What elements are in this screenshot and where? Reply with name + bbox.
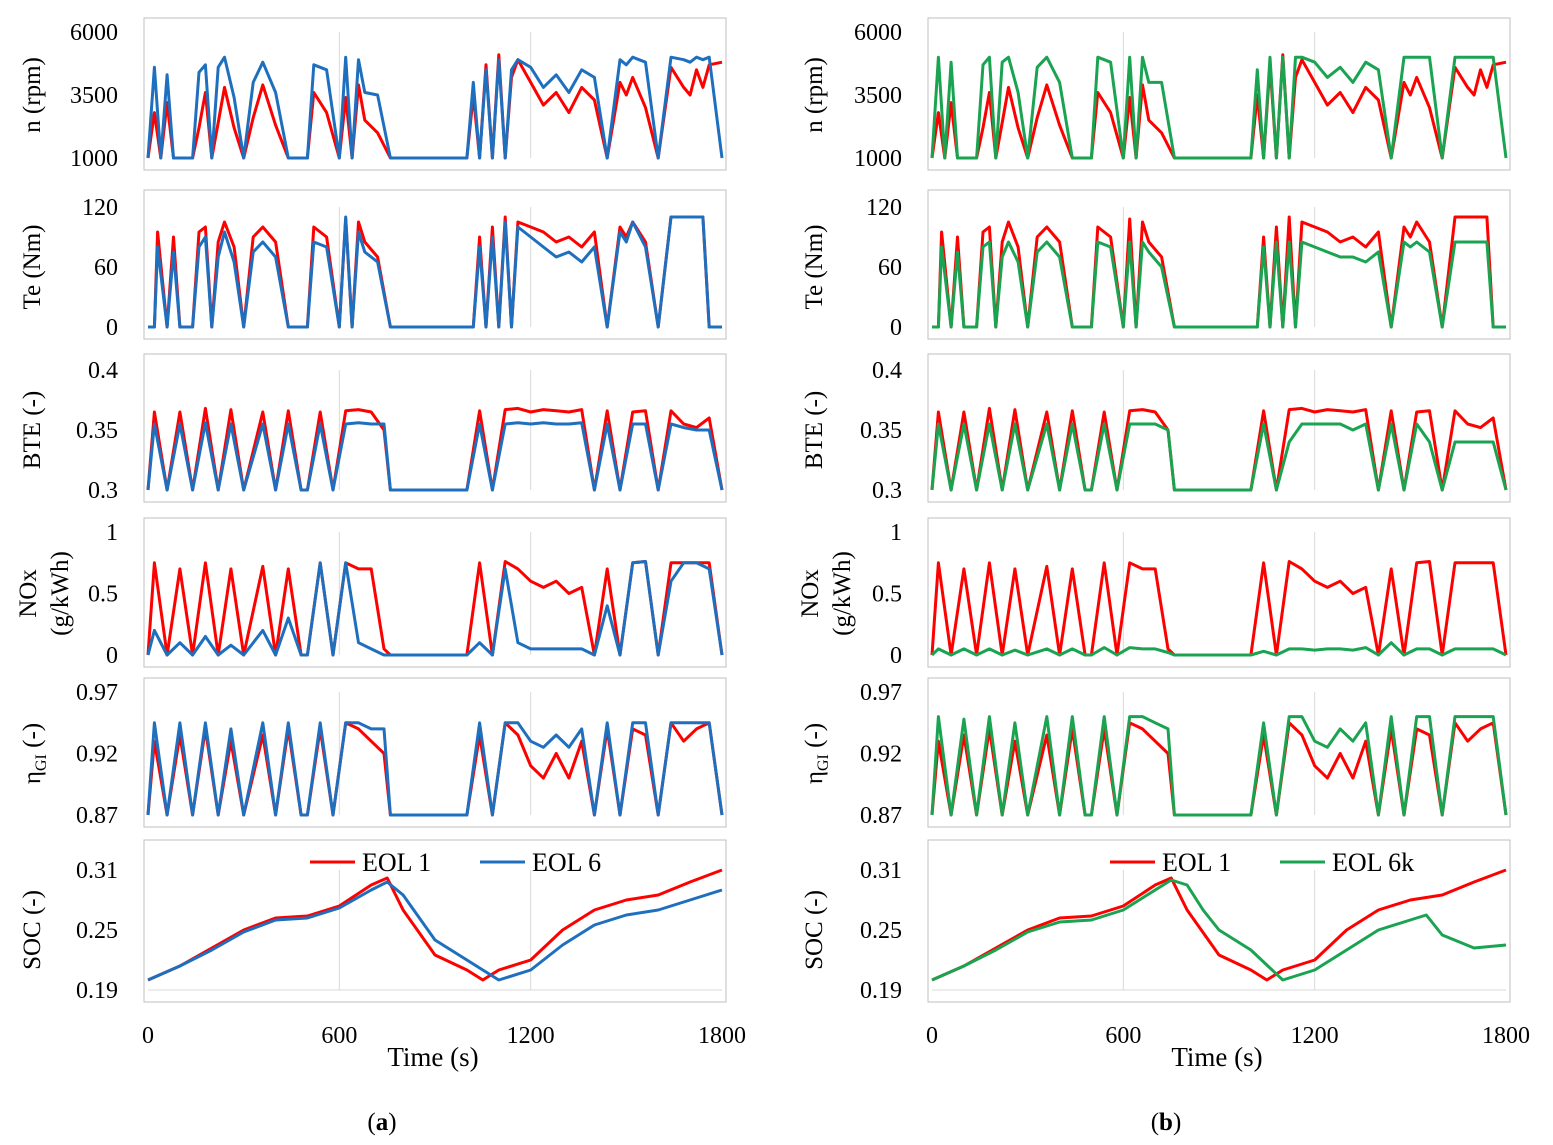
panel-a-BTE-ytick-label: 0.35	[76, 418, 118, 444]
panel-a-BTE-ytick-label: 0.4	[88, 358, 118, 384]
panel-b-Te-ytick-label: 120	[866, 195, 902, 221]
panel-a-NOx-ytick-label: 1	[106, 520, 118, 546]
panel-a-NOx-ylabel: NOx	[15, 569, 42, 618]
panel-a-etaGI-ytick-label: 0.87	[76, 803, 118, 829]
panel-b-BTE-ytick-label: 0.35	[860, 418, 902, 444]
panel-b-SOC-series-eol6	[931, 878, 1507, 982]
panel-b-Te-ytick-label: 0	[890, 315, 902, 341]
panel-a-caption: (a)	[367, 1109, 396, 1136]
panel-a-Te-ytick-label: 60	[94, 255, 118, 281]
panel-a-n-ytick-label: 1000	[70, 146, 118, 172]
panel-b-BTE-series-eol1	[930, 406, 1508, 492]
panel-a-SOC-series-eol1	[147, 868, 723, 982]
panel-a-n-ytick-label: 6000	[70, 20, 118, 46]
panel-a-legend-label: EOL 1	[362, 848, 431, 877]
panel-a-NOx-series-eol1	[146, 560, 724, 657]
panel-b-caption: (b)	[1151, 1109, 1182, 1136]
panel-a-NOx-ytick-label: 0	[106, 643, 118, 669]
panel-a-etaGI-series-eol1	[146, 721, 724, 817]
panel-b-etaGI-frame	[927, 677, 1511, 828]
panel-b-xtick-label: 1800	[1482, 1023, 1530, 1049]
panel-a-NOx-series-eol6	[146, 560, 724, 657]
panel-a-Te-ylabel: Te (Nm)	[19, 224, 46, 309]
panel-a-Te-ytick-label: 0	[106, 315, 118, 341]
panel-b-NOx-ylabel: NOx	[797, 569, 824, 618]
panel-b-xtick-label: 1200	[1291, 1023, 1339, 1049]
panel-b-SOC-frame	[927, 839, 1511, 1003]
panel-b-BTE-ytick-label: 0.3	[872, 478, 902, 504]
panel-a-xtick-label: 0	[142, 1023, 154, 1049]
panel-a-etaGI-frame	[143, 677, 727, 828]
panel-a-xtick-label: 1800	[698, 1023, 746, 1049]
panel-b-Te-series-eol6	[932, 240, 1506, 329]
panel-b-legend-label: EOL 6k	[1332, 848, 1414, 877]
panel-a-xlabel: Time (s)	[387, 1042, 478, 1072]
panel-b-BTE-frame	[927, 353, 1511, 503]
panel-a-SOC-ytick-label: 0.19	[76, 978, 118, 1004]
panel-a-n-ytick-label: 3500	[70, 83, 118, 109]
panel-b-etaGI-series-eol6	[930, 715, 1508, 817]
panel-a-etaGI-series-eol6	[146, 721, 724, 817]
panel-a-etaGI-ytick-label: 0.92	[76, 742, 118, 768]
panel-b-n-series-eol1	[930, 53, 1507, 160]
panel-a-xtick-label: 1200	[507, 1023, 555, 1049]
panel-b-NOx-series-eol1	[930, 560, 1508, 657]
panel-b-SOC-ytick-label: 0.31	[860, 858, 902, 884]
panel-a-BTE-frame	[143, 353, 727, 503]
panel-b-NOx-ylabel-unit: (g/kWh)	[829, 551, 856, 636]
panel-a-etaGI-ytick-label: 0.97	[76, 680, 118, 706]
panel-b-legend-label: EOL 1	[1162, 848, 1231, 877]
panel-b-SOC-ytick-label: 0.25	[860, 918, 902, 944]
panel-a-n-ylabel: n (rpm)	[19, 57, 46, 133]
panel-a-n-frame	[143, 17, 727, 171]
panel-b-n-frame	[927, 17, 1511, 171]
panel-b-BTE-ytick-label: 0.4	[872, 358, 902, 384]
panel-b-Te-ylabel: Te (Nm)	[801, 224, 828, 309]
panel-b-xtick-label: 0	[926, 1023, 938, 1049]
panel-a-Te-ytick-label: 120	[82, 195, 118, 221]
panel-b-xtick-label: 600	[1105, 1023, 1141, 1049]
panel-a-BTE-ylabel: BTE (-)	[19, 391, 46, 469]
panel-a-SOC-frame	[143, 839, 727, 1003]
panel-b-xlabel: Time (s)	[1171, 1042, 1262, 1072]
panel-a-NOx-ytick-label: 0.5	[88, 582, 118, 608]
panel-a-SOC-ylabel: SOC (-)	[19, 890, 46, 970]
panel-a-SOC-ytick-label: 0.31	[76, 858, 118, 884]
panel-b-NOx-ytick-label: 1	[890, 520, 902, 546]
panel-b-n-ytick-label: 6000	[854, 20, 902, 46]
panel-b-n-ylabel: n (rpm)	[801, 57, 828, 133]
panel-a-NOx-ylabel-unit: (g/kWh)	[47, 551, 74, 636]
panel-a-BTE-series-eol6	[146, 421, 724, 492]
panel-a-BTE-ytick-label: 0.3	[88, 478, 118, 504]
panel-a-SOC-ytick-label: 0.25	[76, 918, 118, 944]
panel-b-BTE-series-eol6	[930, 422, 1508, 492]
panel-b-SOC-series-eol1	[931, 868, 1507, 982]
panel-b-SOC-ylabel: SOC (-)	[801, 890, 828, 970]
panel-b-Te-ytick-label: 60	[878, 255, 902, 281]
panel-a-BTE-series-eol1	[146, 406, 724, 492]
panel-b-etaGI-ylabel: ηGI (-)	[801, 723, 832, 784]
panel-a-etaGI-ylabel: ηGI (-)	[19, 723, 50, 784]
panel-b-n-ytick-label: 1000	[854, 146, 902, 172]
panel-b-BTE-ylabel: BTE (-)	[801, 391, 828, 469]
panel-b-NOx-frame	[927, 517, 1511, 668]
panel-a-legend-label: EOL 6	[532, 848, 601, 877]
panel-b-SOC-ytick-label: 0.19	[860, 978, 902, 1004]
panel-b-NOx-ytick-label: 0.5	[872, 582, 902, 608]
panel-a-Te-series-eol6	[148, 215, 722, 329]
panel-a-xtick-label: 600	[321, 1023, 357, 1049]
panel-a-Te-frame	[143, 189, 727, 340]
panel-a-SOC-series-eol6	[147, 880, 723, 982]
panel-a-n-series-eol6	[146, 55, 724, 160]
panel-a-NOx-frame	[143, 517, 727, 668]
panel-b-NOx-series-eol6	[930, 641, 1507, 657]
panel-b-etaGI-ytick-label: 0.97	[860, 680, 902, 706]
panel-b-NOx-ytick-label: 0	[890, 643, 902, 669]
panel-b-etaGI-ytick-label: 0.92	[860, 742, 902, 768]
panel-b-n-ytick-label: 3500	[854, 83, 902, 109]
panel-b-Te-frame	[927, 189, 1511, 340]
panel-b-etaGI-ytick-label: 0.87	[860, 803, 902, 829]
panel-b-n-series-eol6	[930, 55, 1508, 160]
